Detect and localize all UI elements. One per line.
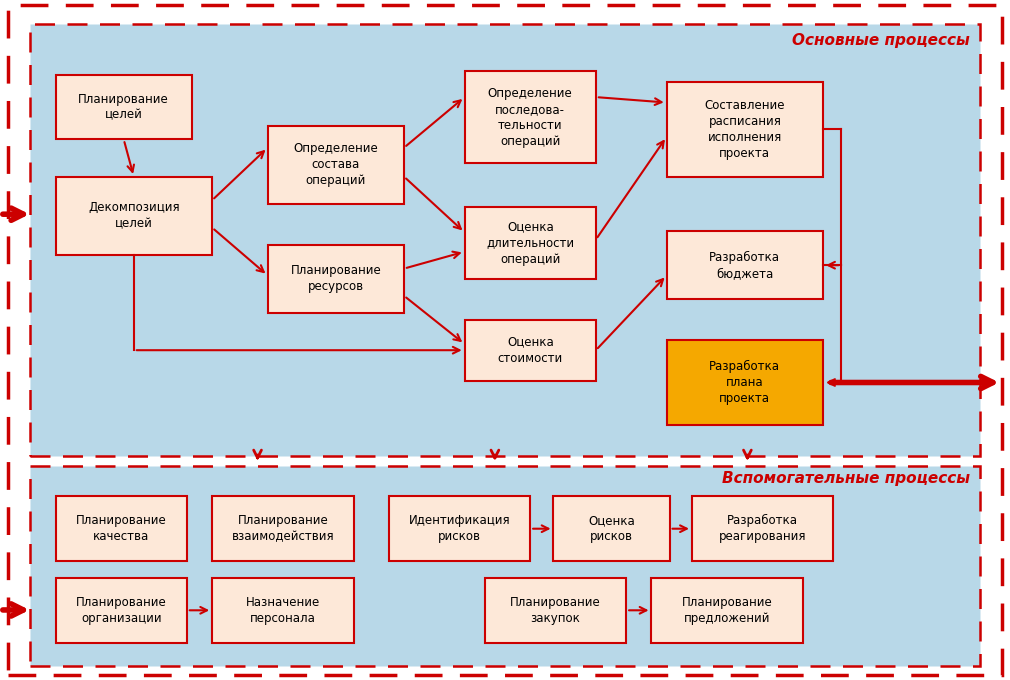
Bar (268, 245, 404, 313)
Bar (465, 320, 596, 381)
Bar (465, 71, 596, 163)
Text: Определение
последова-
тельности
операций: Определение последова- тельности операци… (488, 87, 573, 148)
Bar (667, 82, 823, 177)
Text: Составление
расписания
исполнения
проекта: Составление расписания исполнения проект… (705, 99, 785, 160)
Text: Разработка
плана
проекта: Разработка плана проекта (709, 360, 781, 405)
Bar (56, 578, 187, 643)
Text: Планирование
ресурсов: Планирование ресурсов (291, 265, 381, 293)
Text: Назначение
персонала: Назначение персонала (245, 596, 320, 625)
Bar (212, 578, 354, 643)
Text: Оценка
стоимости: Оценка стоимости (498, 336, 563, 364)
Text: Планирование
организации: Планирование организации (76, 596, 167, 625)
Bar (667, 340, 823, 425)
Text: Планирование
качества: Планирование качества (76, 514, 167, 543)
Bar (212, 496, 354, 561)
Text: Декомпозиция
целей: Декомпозиция целей (88, 201, 180, 231)
Text: Планирование
предложений: Планирование предложений (682, 596, 773, 625)
Text: Планирование
целей: Планирование целей (79, 92, 169, 122)
Text: Оценка
рисков: Оценка рисков (588, 514, 635, 543)
Bar (651, 578, 803, 643)
Bar (465, 207, 596, 279)
Bar (389, 496, 530, 561)
Bar (56, 177, 212, 255)
Bar (667, 231, 823, 299)
Text: Идентификация
рисков: Идентификация рисков (409, 514, 510, 543)
Text: Вспомогательные процессы: Вспомогательные процессы (721, 471, 970, 486)
Bar (30, 24, 980, 456)
Bar (56, 75, 192, 139)
Bar (485, 578, 626, 643)
Bar (692, 496, 833, 561)
Bar (553, 496, 670, 561)
Bar (30, 466, 980, 666)
Text: Оценка
длительности
операций: Оценка длительности операций (486, 220, 575, 266)
Bar (56, 496, 187, 561)
Text: Планирование
закупок: Планирование закупок (510, 596, 601, 625)
Text: Разработка
бюджета: Разработка бюджета (709, 251, 781, 279)
Bar (268, 126, 404, 204)
Text: Определение
состава
операций: Определение состава операций (294, 142, 378, 188)
Text: Основные процессы: Основные процессы (792, 33, 970, 48)
Text: Разработка
реагирования: Разработка реагирования (719, 514, 806, 543)
Text: Планирование
взаимодействия: Планирование взаимодействия (231, 514, 334, 543)
